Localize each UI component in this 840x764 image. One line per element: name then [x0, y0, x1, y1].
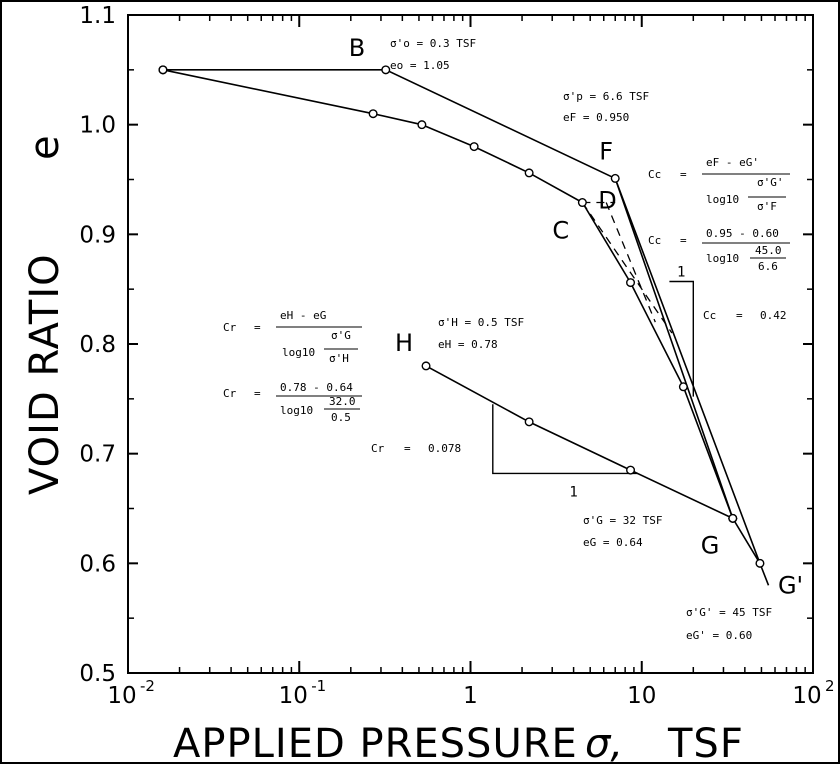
annot-cr3-lhs: Cr	[371, 442, 385, 455]
annot-cr2-eq: =	[254, 387, 261, 400]
y-tick-label: 0.9	[79, 222, 116, 248]
annot-cr-log: log10	[282, 346, 315, 359]
x-tick-label: 10	[792, 683, 821, 709]
data-point	[610, 173, 620, 183]
data-point	[728, 513, 738, 523]
lab-curve-line	[162, 69, 761, 564]
annot-cr-num: eH - eG	[280, 309, 326, 322]
data-point	[577, 198, 587, 208]
y-tick-label: 1.1	[79, 3, 116, 29]
data-point	[368, 109, 378, 119]
annot-gp-sigma: σ'G' = 45 TSF	[686, 606, 772, 619]
annot-cc3-eq: =	[736, 309, 743, 322]
annot-cr-value: 0.078	[428, 442, 461, 455]
data-point	[158, 65, 168, 75]
bisector-dashed-line	[605, 202, 656, 323]
data-point	[524, 168, 534, 178]
x-tick-label: 10	[279, 683, 308, 709]
annot-b-sigma: σ'o = 0.3 TSF	[390, 37, 476, 50]
x-tick-exponent: -2	[140, 677, 155, 695]
x-tick-label: 1	[463, 683, 478, 709]
point-label-f: F	[599, 137, 613, 165]
cc-triangle-label: 1	[677, 264, 685, 280]
data-point	[381, 65, 391, 75]
tangent-dashed-line	[581, 202, 673, 334]
data-markers	[158, 65, 765, 568]
annot-cr2-frac-bot: 0.5	[331, 411, 351, 424]
x-axis-unit: TSF	[667, 721, 744, 764]
point-label-g: G	[701, 531, 720, 559]
data-point	[524, 417, 534, 427]
point-labels: B F C D H G G'	[349, 34, 803, 599]
annotations: σ'o = 0.3 TSF eo = 1.05 σ'p = 6.6 TSF eF…	[223, 37, 790, 642]
annot-cc-value: 0.42	[760, 309, 787, 322]
data-point	[626, 278, 636, 288]
field-curve-line	[163, 69, 734, 519]
annot-cr-frac-top: σ'G	[331, 329, 351, 342]
annot-cc-lhs: Cc	[648, 168, 661, 181]
annot-f-sigma: σ'p = 6.6 TSF	[563, 90, 649, 103]
annot-cc2-log: log10	[706, 252, 739, 265]
data-point	[417, 120, 427, 130]
slope-triangles: 11	[492, 264, 694, 500]
annot-cr-lhs: Cr	[223, 321, 237, 334]
data-point	[626, 465, 636, 475]
annot-cc2-num: 0.95 - 0.60	[706, 227, 779, 240]
data-point	[469, 142, 479, 152]
annot-g-e: eG = 0.64	[583, 536, 643, 549]
annot-cc-num: eF - eG'	[706, 156, 759, 169]
cr-triangle-label: 1	[569, 484, 577, 500]
y-tick-label: 1.0	[79, 113, 116, 139]
point-label-c: C	[552, 217, 569, 245]
annot-b-e: eo = 1.05	[390, 59, 450, 72]
x-tick-label: 10	[107, 683, 136, 709]
y-axis-title: VOID RATIO	[22, 253, 68, 495]
annot-f-e: eF = 0.950	[563, 111, 629, 124]
annot-h-e: eH = 0.78	[438, 338, 498, 351]
annot-cr2-log: log10	[280, 404, 313, 417]
annot-h-sigma: σ'H = 0.5 TSF	[438, 316, 524, 329]
x-axis-title: APPLIED PRESSURE	[173, 721, 578, 764]
annot-cc-frac-bot: σ'F	[757, 200, 777, 213]
y-tick-label: 0.8	[79, 332, 116, 358]
x-axis-symbol: σ,	[585, 721, 623, 764]
annot-g-sigma: σ'G = 32 TSF	[583, 514, 662, 527]
annot-cc-frac-top: σ'G'	[757, 176, 784, 189]
annot-cr2-lhs: Cr	[223, 387, 237, 400]
axis-ticks: 0.50.60.70.80.91.01.110 -2 10 -1 1 10 10 2	[79, 3, 834, 709]
annot-cc3-lhs: Cc	[703, 309, 716, 322]
y-tick-label: 0.7	[79, 442, 116, 468]
rebound-curve-line	[425, 365, 734, 520]
y-axis-symbol: e	[22, 135, 68, 160]
x-tick-exponent: -1	[311, 677, 326, 695]
annot-cr-frac-bot: σ'H	[329, 352, 349, 365]
annot-cr2-frac-top: 32.0	[329, 395, 356, 408]
y-tick-label: 0.6	[79, 551, 116, 577]
data-point	[755, 558, 765, 568]
annot-cc-log: log10	[706, 193, 739, 206]
x-tick-label: 10	[627, 683, 656, 709]
annot-cr-eq: =	[254, 321, 261, 334]
annot-cc2-frac-bot: 6.6	[758, 260, 778, 273]
annot-cr3-eq: =	[404, 442, 411, 455]
annot-cc2-lhs: Cc	[648, 234, 661, 247]
cr-slope-triangle	[492, 404, 638, 475]
data-point	[678, 382, 688, 392]
annot-gp-e: eG' = 0.60	[686, 629, 752, 642]
cc-slope-triangle	[669, 280, 694, 397]
point-label-gprime: G'	[778, 571, 803, 599]
x-tick-exponent: 2	[825, 677, 835, 695]
annot-cc2-eq: =	[680, 234, 687, 247]
data-point	[421, 361, 431, 371]
annot-cr2-num: 0.78 - 0.64	[280, 381, 353, 394]
point-label-b: B	[349, 34, 365, 62]
data-series	[162, 69, 770, 586]
point-label-d: D	[598, 187, 616, 215]
y-tick-label: 0.5	[79, 661, 116, 687]
point-label-h: H	[395, 329, 413, 357]
annot-cc-eq: =	[680, 168, 687, 181]
annot-cc2-frac-top: 45.0	[755, 244, 782, 257]
